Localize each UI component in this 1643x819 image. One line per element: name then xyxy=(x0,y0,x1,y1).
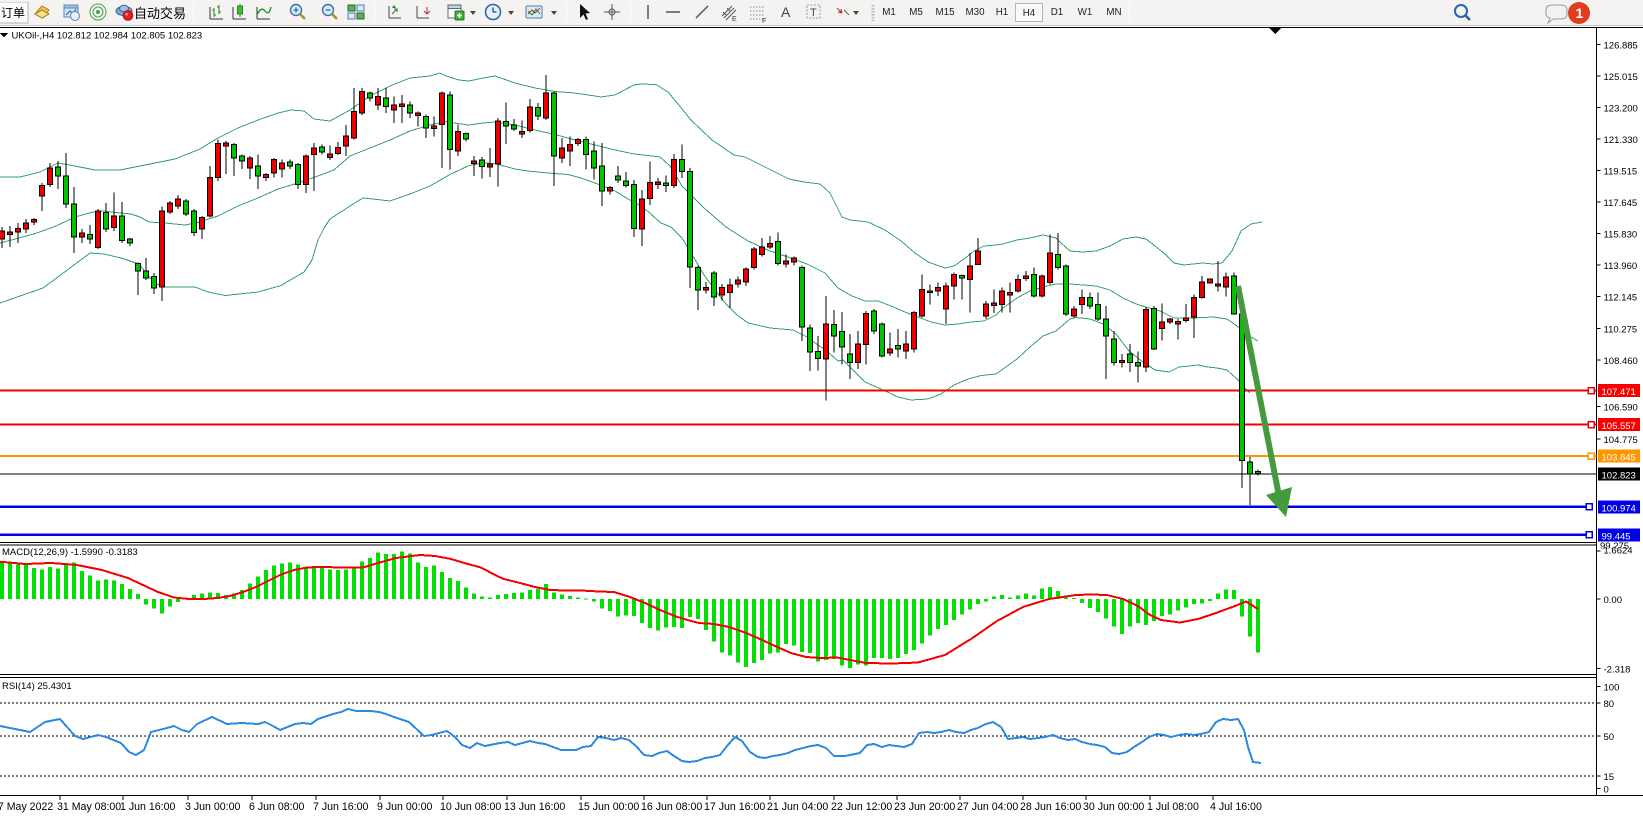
svg-text:17 Jun 16:00: 17 Jun 16:00 xyxy=(704,801,765,813)
svg-text:117.645: 117.645 xyxy=(1604,198,1638,209)
svg-text:125.015: 125.015 xyxy=(1604,72,1638,83)
svg-text:31 May 08:00: 31 May 08:00 xyxy=(57,801,121,813)
svg-text:99.275: 99.275 xyxy=(1600,541,1629,552)
svg-text:13 Jun 16:00: 13 Jun 16:00 xyxy=(504,801,565,813)
svg-text:115.830: 115.830 xyxy=(1604,230,1638,241)
svg-text:16 Jun 08:00: 16 Jun 08:00 xyxy=(641,801,702,813)
svg-text:113.960: 113.960 xyxy=(1604,261,1638,272)
svg-text:3 Jun 00:00: 3 Jun 00:00 xyxy=(185,801,240,813)
svg-text:21 Jun 04:00: 21 Jun 04:00 xyxy=(767,801,828,813)
svg-text:27 Jun 04:00: 27 Jun 04:00 xyxy=(957,801,1018,813)
svg-text:1 Jul 08:00: 1 Jul 08:00 xyxy=(1147,801,1199,813)
svg-text:15 Jun 00:00: 15 Jun 00:00 xyxy=(578,801,639,813)
svg-text:100: 100 xyxy=(1604,682,1620,693)
svg-text:0.00: 0.00 xyxy=(1604,595,1623,606)
svg-text:50: 50 xyxy=(1604,732,1615,743)
svg-text:110.275: 110.275 xyxy=(1604,324,1638,335)
svg-text:1: 1 xyxy=(1576,5,1584,21)
svg-text:80: 80 xyxy=(1604,699,1615,710)
svg-text:108.460: 108.460 xyxy=(1604,356,1638,367)
svg-text:6 Jun 08:00: 6 Jun 08:00 xyxy=(249,801,304,813)
svg-text:107.471: 107.471 xyxy=(1602,387,1636,398)
svg-text:22 Jun 12:00: 22 Jun 12:00 xyxy=(831,801,892,813)
svg-text:T: T xyxy=(810,7,817,19)
svg-text:4 Jul 16:00: 4 Jul 16:00 xyxy=(1210,801,1262,813)
svg-text:100.974: 100.974 xyxy=(1602,503,1636,514)
svg-text:104.775: 104.775 xyxy=(1604,435,1638,446)
svg-text:E: E xyxy=(732,16,737,23)
svg-text:RSI(14) 25.4301: RSI(14) 25.4301 xyxy=(2,681,72,692)
svg-text:119.515: 119.515 xyxy=(1604,167,1638,178)
svg-text:F: F xyxy=(762,18,766,24)
svg-text:23 Jun 20:00: 23 Jun 20:00 xyxy=(894,801,955,813)
svg-text:30 Jun 00:00: 30 Jun 00:00 xyxy=(1083,801,1144,813)
svg-text:106.590: 106.590 xyxy=(1604,402,1638,413)
svg-text:28 Jun 16:00: 28 Jun 16:00 xyxy=(1020,801,1081,813)
svg-text:121.330: 121.330 xyxy=(1604,135,1638,146)
svg-text:103.845: 103.845 xyxy=(1602,453,1636,464)
svg-text:0: 0 xyxy=(1604,785,1609,796)
svg-text:UKOil-,H4 102.812 102.984 102: UKOil-,H4 102.812 102.984 102.805 102.82… xyxy=(12,31,203,42)
svg-text:102.823: 102.823 xyxy=(1602,471,1636,482)
svg-text:10 Jun 08:00: 10 Jun 08:00 xyxy=(440,801,501,813)
svg-text:123.200: 123.200 xyxy=(1604,103,1638,114)
svg-text:自动交易: 自动交易 xyxy=(134,6,186,21)
svg-text:112.145: 112.145 xyxy=(1604,293,1638,304)
svg-text:99.445: 99.445 xyxy=(1602,531,1631,542)
svg-text:-2.318: -2.318 xyxy=(1604,665,1631,676)
svg-text:105.557: 105.557 xyxy=(1602,421,1636,432)
svg-text:MACD(12,26,9) -1.5990 -0.3183: MACD(12,26,9) -1.5990 -0.3183 xyxy=(2,547,138,558)
svg-text:订单: 订单 xyxy=(1,6,25,20)
svg-text:27 May 2022: 27 May 2022 xyxy=(0,801,53,813)
svg-text:A: A xyxy=(781,4,791,20)
svg-text:126.885: 126.885 xyxy=(1604,40,1638,51)
svg-text:15: 15 xyxy=(1604,772,1615,783)
svg-text:1.6624: 1.6624 xyxy=(1604,546,1633,557)
svg-text:1 Jun 16:00: 1 Jun 16:00 xyxy=(120,801,175,813)
svg-text:7 Jun 16:00: 7 Jun 16:00 xyxy=(313,801,368,813)
svg-text:9 Jun 00:00: 9 Jun 00:00 xyxy=(377,801,432,813)
